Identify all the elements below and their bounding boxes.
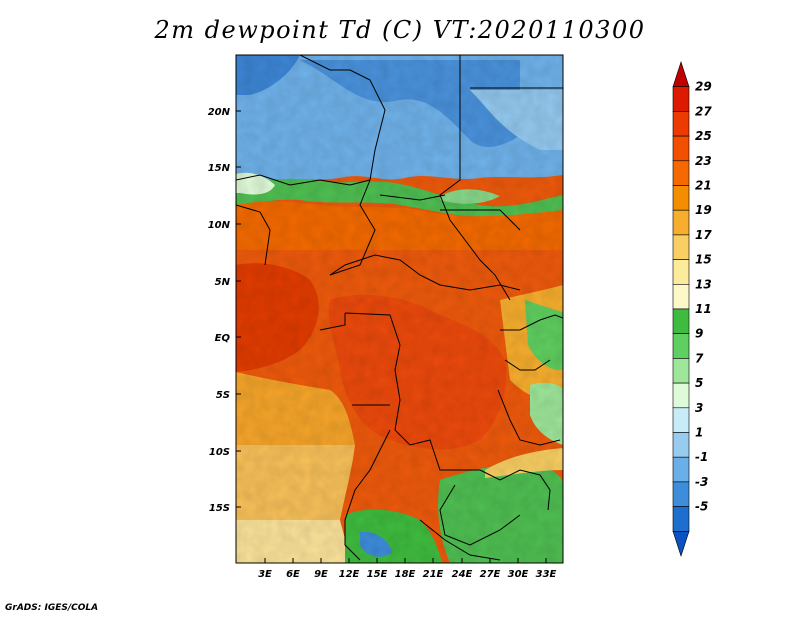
country-borders: [236, 55, 563, 561]
colorbar-swatch: [672, 407, 690, 433]
map-title: 2m dewpoint Td (C) VT:2020110300: [154, 16, 646, 44]
colorbar-label: -5: [695, 500, 708, 514]
colorbar-swatch: [672, 382, 690, 409]
colorbar-swatch: [672, 308, 690, 335]
lon-label: 9E: [314, 569, 328, 580]
colorbar-swatch: [672, 456, 690, 483]
lat-label: 15N: [208, 163, 231, 174]
colorbar-swatch: [672, 283, 690, 310]
colorbar-swatch: [672, 209, 690, 236]
longitude-axis: 3E 6E 9E 12E 15E 18E 21E 24E 27E 30E 33E: [258, 558, 557, 580]
colorbar-label: 1: [695, 426, 703, 440]
colorbar-swatch: [672, 481, 690, 507]
colorbar-swatch: [672, 506, 690, 532]
colorbar-label: 27: [695, 104, 712, 118]
plot-frame: [235, 54, 564, 564]
lat-label: 5N: [215, 277, 231, 288]
colorbar-label: 17: [695, 228, 712, 242]
colorbar-label: 21: [695, 179, 712, 193]
lon-label: 3E: [258, 569, 272, 580]
dewpoint-field: [236, 55, 563, 563]
colorbar-swatch: [672, 432, 690, 458]
colorbar-label: -1: [695, 450, 708, 464]
lon-label: 6E: [286, 569, 300, 580]
lon-label: 12E: [339, 569, 360, 580]
colorbar-swatch: [672, 160, 690, 186]
colorbar-label: 9: [695, 327, 703, 341]
lat-label: 10N: [208, 220, 231, 231]
colorbar-label: -3: [695, 475, 708, 489]
colorbar-swatch: [672, 135, 690, 162]
colorbar-swatch: [672, 185, 690, 211]
colorbar: 29 27 25 23 21 19 17 15 13 11 9 7 5 3 1 -1 -3 -5: [672, 61, 712, 557]
lon-label: 27E: [480, 569, 501, 580]
lon-label: 18E: [395, 569, 416, 580]
colorbar-arrow-bottom: [672, 530, 690, 557]
footer-credit: GrADS: IGES/COLA: [5, 603, 99, 613]
lon-label: 33E: [536, 569, 557, 580]
colorbar-swatch: [672, 333, 690, 359]
colorbar-label: 11: [695, 302, 712, 316]
lat-label: 20N: [208, 107, 231, 118]
colorbar-swatch: [672, 86, 690, 112]
colorbar-swatch: [672, 111, 690, 137]
colorbar-label: 19: [695, 203, 712, 217]
colorbar-label: 25: [695, 129, 712, 143]
lat-label: 15S: [209, 503, 230, 514]
latitude-axis: 20N 15N 10N 5N EQ 5S 10S 15S: [208, 107, 241, 514]
colorbar-arrow-top: [672, 61, 690, 87]
colorbar-swatch: [672, 234, 690, 260]
colorbar-swatch: [672, 358, 690, 384]
lat-label: 10S: [209, 447, 230, 458]
colorbar-swatch: [672, 259, 690, 285]
colorbar-label: 3: [695, 401, 703, 415]
lon-label: 15E: [367, 569, 388, 580]
colorbar-label: 15: [695, 253, 712, 267]
colorbar-label: 13: [695, 277, 712, 291]
lon-label: 24E: [452, 569, 473, 580]
colorbar-label: 29: [695, 80, 712, 94]
colorbar-label: 23: [695, 154, 712, 168]
lon-label: 30E: [508, 569, 529, 580]
lat-label: 5S: [216, 390, 230, 401]
lat-label: EQ: [215, 333, 231, 344]
colorbar-label: 5: [695, 376, 703, 390]
colorbar-label: 7: [695, 351, 704, 365]
lon-label: 21E: [423, 569, 444, 580]
